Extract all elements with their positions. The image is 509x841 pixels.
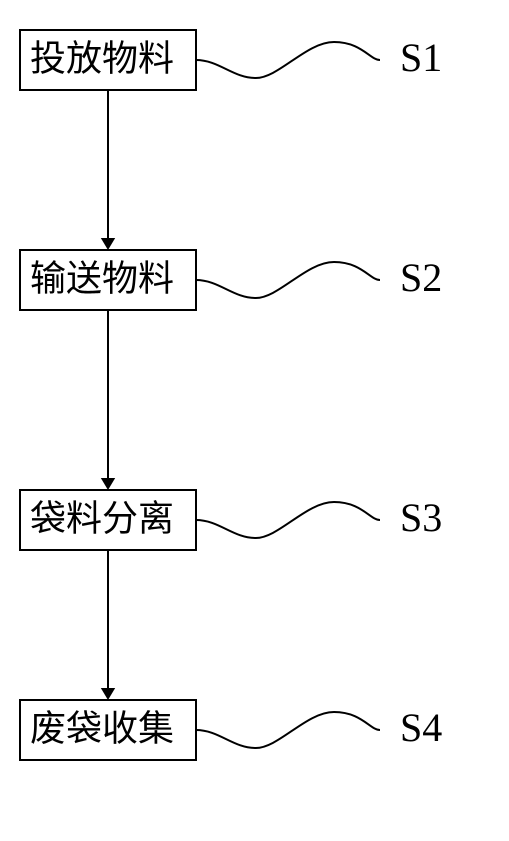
flow-arrow-head xyxy=(101,478,115,490)
step-label: S3 xyxy=(400,495,442,540)
flow-arrow-head xyxy=(101,688,115,700)
step-label: S2 xyxy=(400,255,442,300)
wavy-connector xyxy=(196,262,380,298)
wavy-connector xyxy=(196,712,380,748)
flow-node-text: 输送物料 xyxy=(30,258,174,298)
flow-node-text: 投放物料 xyxy=(30,38,174,78)
flow-arrow-head xyxy=(101,238,115,250)
step-label: S1 xyxy=(400,35,442,80)
flow-node-text: 废袋收集 xyxy=(30,708,174,748)
flowchart-canvas: 投放物料 S1 输送物料 S2 袋料分离 S3 废袋收集 S4 xyxy=(0,0,509,841)
wavy-connector xyxy=(196,42,380,78)
flow-node-text: 袋料分离 xyxy=(30,498,174,538)
step-label: S4 xyxy=(400,705,442,750)
wavy-connector xyxy=(196,502,380,538)
